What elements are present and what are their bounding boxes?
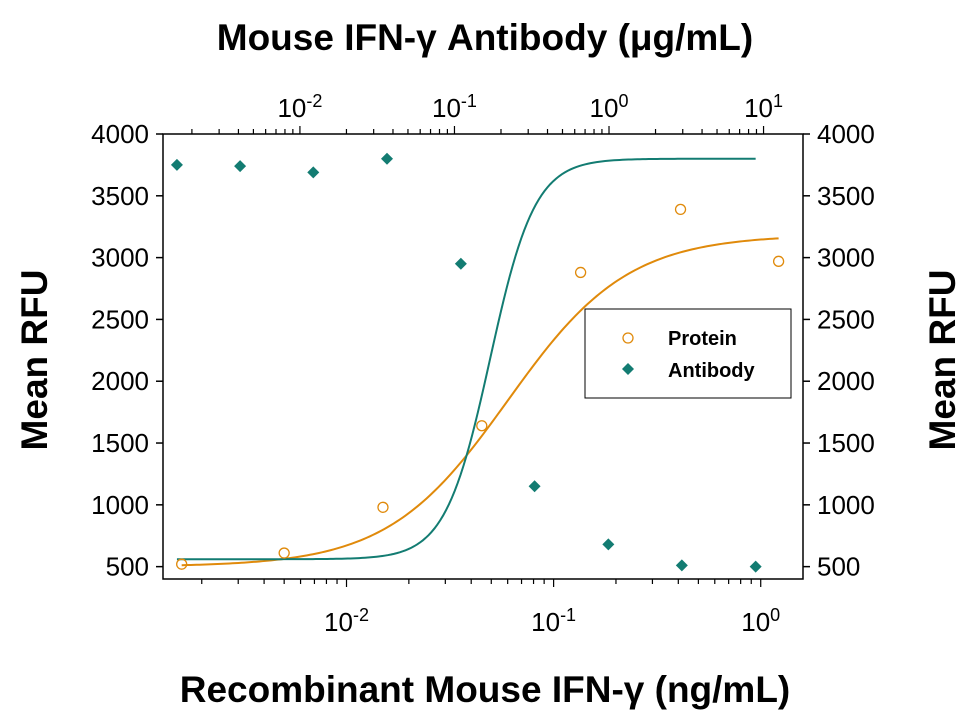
legend-protein-label: Protein bbox=[668, 328, 737, 350]
y-tick-label-right: 1000 bbox=[817, 490, 875, 520]
fit-curve-antibody bbox=[176, 157, 756, 561]
y-tick-label-right: 2000 bbox=[817, 366, 875, 396]
data-point-antibody bbox=[307, 166, 320, 179]
data-point-antibody bbox=[675, 559, 688, 572]
y-tick-label-left: 500 bbox=[106, 552, 149, 582]
data-point-protein bbox=[772, 255, 785, 267]
data-point-antibody bbox=[234, 160, 247, 173]
plot-frame bbox=[162, 133, 804, 580]
x-axis-bottom: 10-2 10-1 100 bbox=[201, 579, 780, 637]
y-tick-label-right: 3500 bbox=[817, 181, 875, 211]
legend-antibody-label: Antibody bbox=[668, 360, 756, 382]
data-point-antibody bbox=[454, 257, 467, 270]
y-tick-label-right: 2500 bbox=[817, 304, 875, 334]
data-point-antibody bbox=[381, 152, 394, 165]
data-point-protein bbox=[377, 501, 389, 513]
data-point-antibody bbox=[528, 480, 541, 493]
y-axis-left: 500 1000 1500 2000 2500 3000 3500 4000 bbox=[91, 119, 163, 582]
data-point-protein bbox=[674, 203, 687, 216]
y-tick-label-right: 1500 bbox=[817, 428, 875, 458]
legend-box bbox=[584, 308, 792, 399]
legend-antibody-marker bbox=[622, 363, 634, 375]
data-point-protein bbox=[476, 420, 488, 432]
y-tick-label-left: 1500 bbox=[91, 428, 149, 458]
x-tick-label: 10-1 bbox=[432, 91, 477, 123]
y-tick-label-left: 2000 bbox=[91, 366, 149, 396]
x-tick-label: 100 bbox=[590, 91, 629, 123]
data-point-protein bbox=[176, 558, 188, 570]
y-tick-label-right: 4000 bbox=[817, 119, 875, 149]
y-axis-right: 500 1000 1500 2000 2500 3000 3500 4000 bbox=[803, 119, 875, 582]
x-tick-label: 101 bbox=[744, 91, 783, 123]
y-tick-label-left: 1000 bbox=[91, 490, 149, 520]
y-tick-label-left: 3500 bbox=[91, 181, 149, 211]
data-point-antibody bbox=[749, 560, 762, 573]
legend-protein-marker bbox=[622, 332, 634, 344]
y-axis-label-left: Mean RFU bbox=[14, 270, 55, 451]
y-tick-label-left: 2500 bbox=[91, 304, 149, 334]
y-tick-label-left: 4000 bbox=[91, 119, 149, 149]
y-tick-label-right: 500 bbox=[817, 552, 860, 582]
data-point-antibody bbox=[602, 538, 615, 551]
data-point-antibody bbox=[170, 158, 183, 171]
x-tick-label: 10-1 bbox=[531, 605, 576, 637]
y-tick-label-right: 3000 bbox=[817, 243, 875, 273]
y-tick-label-left: 3000 bbox=[91, 243, 149, 273]
x-axis-label: Recombinant Mouse IFN-γ (ng/mL) bbox=[180, 669, 791, 710]
x-tick-label: 10-2 bbox=[324, 605, 369, 637]
data-point-protein bbox=[278, 547, 290, 559]
fit-curves bbox=[176, 157, 779, 567]
x-tick-label: 100 bbox=[741, 605, 780, 637]
chart-title: Mouse IFN-γ Antibody (μg/mL) bbox=[217, 17, 753, 58]
y-axis-label-right: Mean RFU bbox=[922, 270, 963, 451]
data-points bbox=[170, 152, 785, 573]
x-axis-top: 10-2 10-1 100 101 bbox=[191, 91, 783, 134]
legend: Protein Antibody bbox=[584, 308, 792, 399]
x-tick-label: 10-2 bbox=[277, 91, 322, 123]
data-point-protein bbox=[574, 266, 587, 279]
